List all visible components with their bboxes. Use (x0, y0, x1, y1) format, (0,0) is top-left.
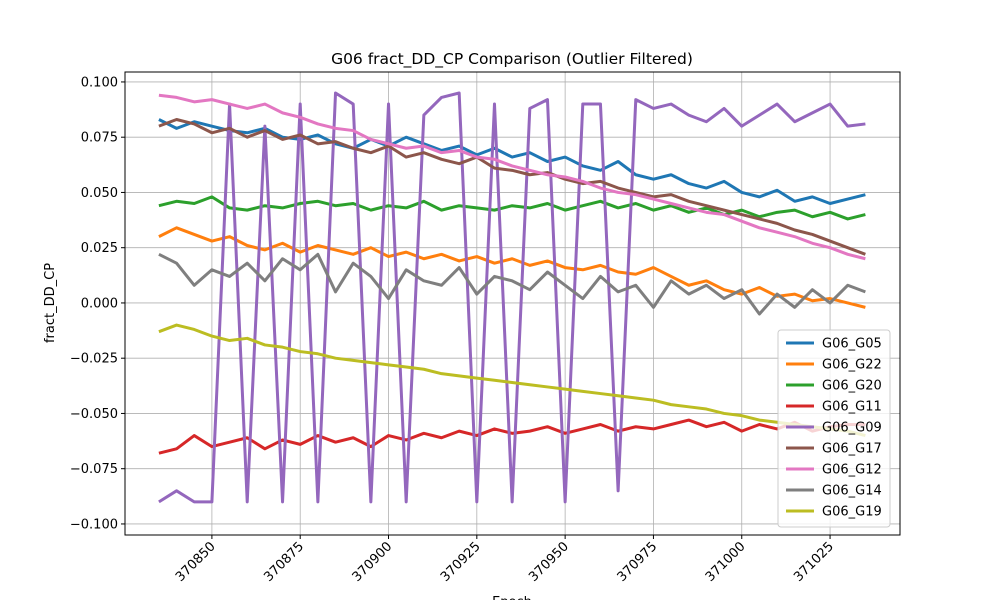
series-line (158, 418, 866, 455)
x-tick-label: 370950 (526, 539, 572, 585)
y-tick-label: 0.025 (81, 241, 118, 256)
legend-label: G06_G09 (822, 421, 882, 436)
y-axis-label: fract_DD_CP (43, 263, 58, 343)
y-tick-label: −0.025 (70, 352, 118, 367)
series-line (158, 91, 866, 504)
series-line (158, 226, 866, 309)
x-axis-label: Epoch (492, 595, 532, 600)
y-tick-label: −0.050 (70, 407, 118, 422)
y-tick-label: 0.050 (81, 186, 118, 201)
series-line (158, 93, 866, 261)
legend-label: G06_G20 (822, 379, 882, 394)
legend-label: G06_G14 (822, 484, 882, 499)
x-tick-label: 370875 (261, 539, 307, 585)
y-tick-label: 0.100 (81, 75, 118, 90)
series-line (158, 195, 866, 221)
plot-lines (158, 91, 866, 504)
series-line (158, 323, 866, 438)
y-tick-label: −0.100 (70, 517, 118, 532)
series-line (158, 252, 866, 316)
legend-label: G06_G12 (822, 463, 882, 478)
x-tick-label: 370850 (173, 539, 219, 585)
x-tick-label: 370925 (438, 539, 484, 585)
legend-label: G06_G05 (822, 337, 882, 352)
legend-box (777, 329, 891, 528)
legend-label: G06_G17 (822, 442, 882, 457)
y-tick-label: −0.075 (70, 462, 118, 477)
x-tick-label: 371025 (791, 539, 837, 585)
series-line (158, 118, 866, 205)
y-tick-label: 0.000 (81, 296, 118, 311)
legend-label: G06_G11 (822, 400, 882, 415)
y-tick-label: 0.075 (81, 131, 118, 146)
x-tick-label: 371000 (703, 539, 749, 585)
plot-frame (124, 71, 901, 536)
legend-label: G06_G19 (822, 505, 882, 520)
x-tick-label: 370975 (615, 539, 661, 585)
legend-label: G06_G22 (822, 358, 882, 373)
chart-title: G06 fract_DD_CP Comparison (Outlier Filt… (331, 50, 693, 69)
x-tick-label: 370900 (350, 539, 396, 585)
series-line (158, 118, 866, 256)
